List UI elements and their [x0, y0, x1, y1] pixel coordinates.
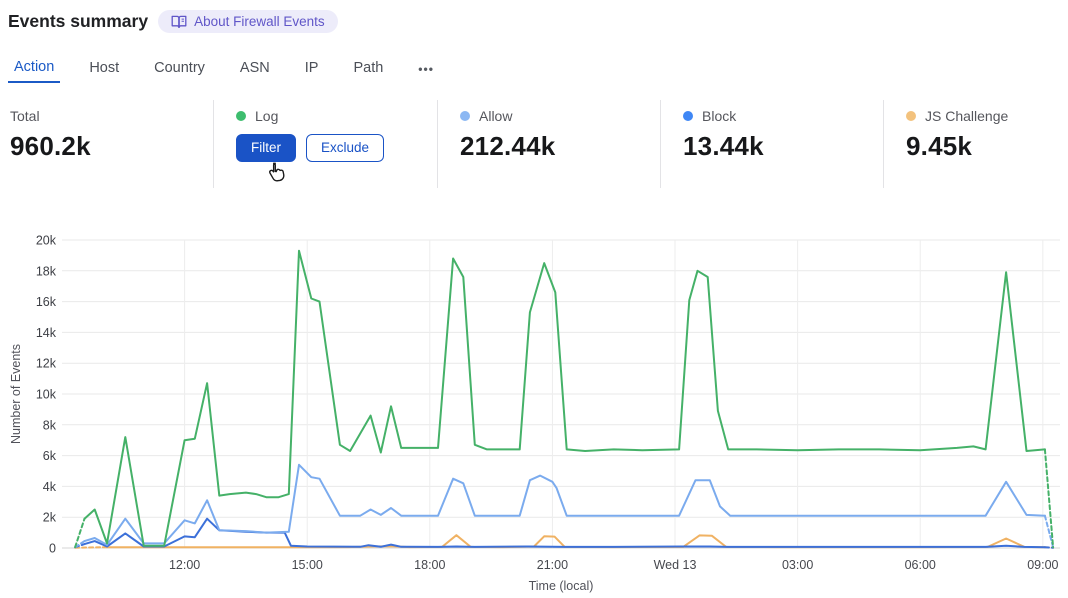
- page-title: Events summary: [8, 11, 149, 31]
- svg-text:4k: 4k: [43, 480, 57, 494]
- stat-log-label: Log: [236, 108, 437, 124]
- stat-js-challenge[interactable]: JS Challenge 9.45k: [883, 100, 1060, 188]
- svg-text:Wed 13: Wed 13: [654, 558, 697, 572]
- svg-text:21:00: 21:00: [537, 558, 568, 572]
- svg-text:Time (local): Time (local): [529, 579, 594, 593]
- stat-total-label: Total: [10, 108, 40, 124]
- svg-text:06:00: 06:00: [905, 558, 936, 572]
- log-hover-actions: Filter Exclude: [236, 134, 437, 163]
- svg-text:03:00: 03:00: [782, 558, 813, 572]
- tab-host[interactable]: Host: [83, 59, 125, 82]
- svg-text:20k: 20k: [36, 234, 57, 248]
- tab-path[interactable]: Path: [347, 59, 389, 82]
- stat-block-value: 13.44k: [683, 131, 764, 161]
- svg-text:12k: 12k: [36, 357, 57, 371]
- svg-text:15:00: 15:00: [292, 558, 323, 572]
- dimension-tabs: Action Host Country ASN IP Path •••: [8, 58, 440, 83]
- svg-text:6k: 6k: [43, 449, 57, 463]
- tab-country[interactable]: Country: [148, 59, 211, 82]
- svg-text:16k: 16k: [36, 295, 57, 309]
- stat-log[interactable]: Log Filter Exclude: [213, 100, 437, 188]
- log-series-dot-icon: [236, 111, 246, 121]
- stat-total: Total 960.2k: [10, 100, 213, 188]
- block-series-dot-icon: [683, 111, 693, 121]
- stat-block-label: Block: [683, 108, 883, 124]
- svg-text:2k: 2k: [43, 511, 57, 525]
- js-challenge-series-dot-icon: [906, 111, 916, 121]
- exclude-button[interactable]: Exclude: [306, 134, 385, 163]
- svg-text:18k: 18k: [36, 264, 57, 278]
- svg-text:09:00: 09:00: [1027, 558, 1058, 572]
- chart-canvas[interactable]: 0 2k 4k 6k 8k 10k 12k 14k 16k 18k 20k 12:00 15:00 18:…: [0, 230, 1068, 598]
- svg-text:18:00: 18:00: [414, 558, 445, 572]
- about-badge-label: About Firewall Events: [194, 14, 325, 29]
- stat-block[interactable]: Block 13.44k: [660, 100, 883, 188]
- svg-text:14k: 14k: [36, 326, 57, 340]
- filter-button[interactable]: Filter: [236, 134, 296, 163]
- tab-ip[interactable]: IP: [299, 59, 325, 82]
- svg-text:12:00: 12:00: [169, 558, 200, 572]
- about-firewall-events-badge[interactable]: About Firewall Events: [158, 10, 338, 33]
- open-book-icon: [171, 15, 187, 29]
- svg-text:Number of Events: Number of Events: [9, 344, 23, 444]
- stat-js-challenge-label: JS Challenge: [906, 108, 1060, 124]
- stat-total-value: 960.2k: [10, 131, 91, 161]
- svg-text:8k: 8k: [43, 418, 57, 432]
- events-time-series-chart[interactable]: 0 2k 4k 6k 8k 10k 12k 14k 16k 18k 20k 12:00 15:00 18:…: [0, 230, 1068, 598]
- stat-js-challenge-value: 9.45k: [906, 131, 973, 161]
- stats-row: Total 960.2k Log Filter Exclude Allow 21…: [10, 100, 1060, 188]
- svg-text:10k: 10k: [36, 388, 57, 402]
- stat-allow-value: 212.44k: [460, 131, 556, 161]
- allow-series-dot-icon: [460, 111, 470, 121]
- tabs-overflow-button[interactable]: •••: [412, 61, 440, 80]
- stat-allow-label: Allow: [460, 108, 660, 124]
- page-header: Events summary About Firewall Events: [8, 10, 338, 33]
- stat-allow[interactable]: Allow 212.44k: [437, 100, 660, 188]
- tab-action[interactable]: Action: [8, 58, 61, 83]
- tab-asn[interactable]: ASN: [234, 59, 276, 82]
- svg-text:0: 0: [49, 542, 56, 556]
